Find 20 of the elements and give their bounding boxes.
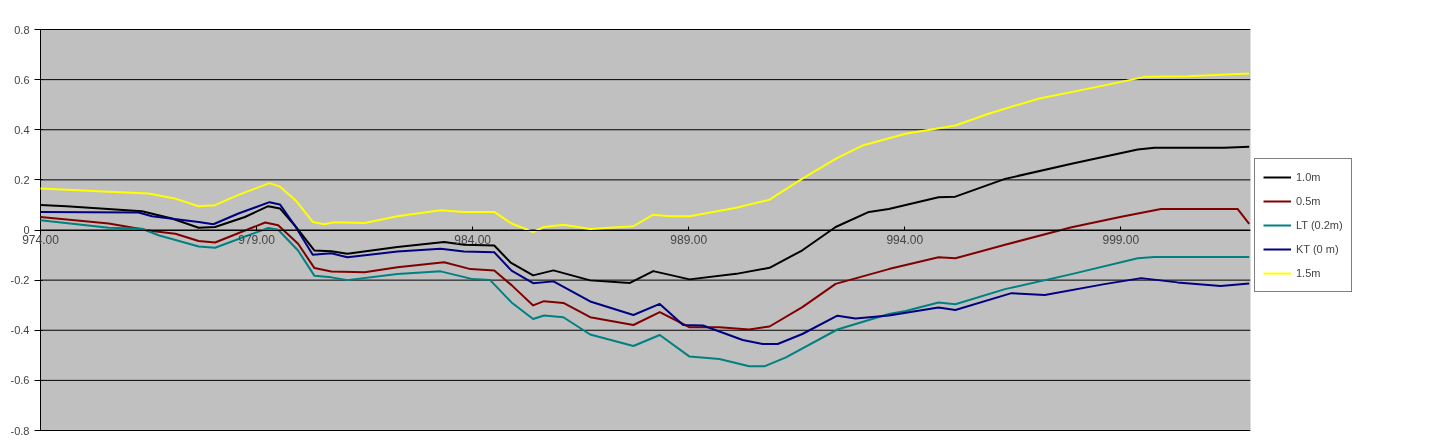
x-tick-label: 994.00	[886, 233, 924, 247]
y-tick-label: 0.6	[14, 73, 30, 86]
line-series	[39, 72, 1251, 234]
legend-label: KT (0 m)	[1296, 243, 1339, 255]
y-tick-label: -0.4	[10, 324, 30, 337]
x-tick-label: 989.00	[670, 233, 708, 247]
legend-label: 1.5m	[1296, 267, 1321, 279]
y-tick-label: -0.6	[10, 374, 30, 387]
y-tick-label: -0.2	[10, 274, 30, 287]
x-tick-label: 979.00	[238, 233, 276, 247]
y-tick-label: 0.4	[14, 123, 30, 136]
legend-label: 0.5m	[1296, 195, 1321, 207]
x-tick-label: 999.00	[1102, 233, 1140, 247]
y-tick-label: 0.8	[14, 23, 30, 36]
legend-label: LT (0.2m)	[1296, 219, 1343, 231]
y-tick-label: 0.2	[14, 173, 30, 186]
x-tick-label: 984.00	[454, 233, 492, 247]
y-tick-label: 0	[23, 224, 30, 236]
y-tick-label: -0.8	[10, 424, 30, 437]
legend-label: 1.0m	[1296, 171, 1321, 183]
